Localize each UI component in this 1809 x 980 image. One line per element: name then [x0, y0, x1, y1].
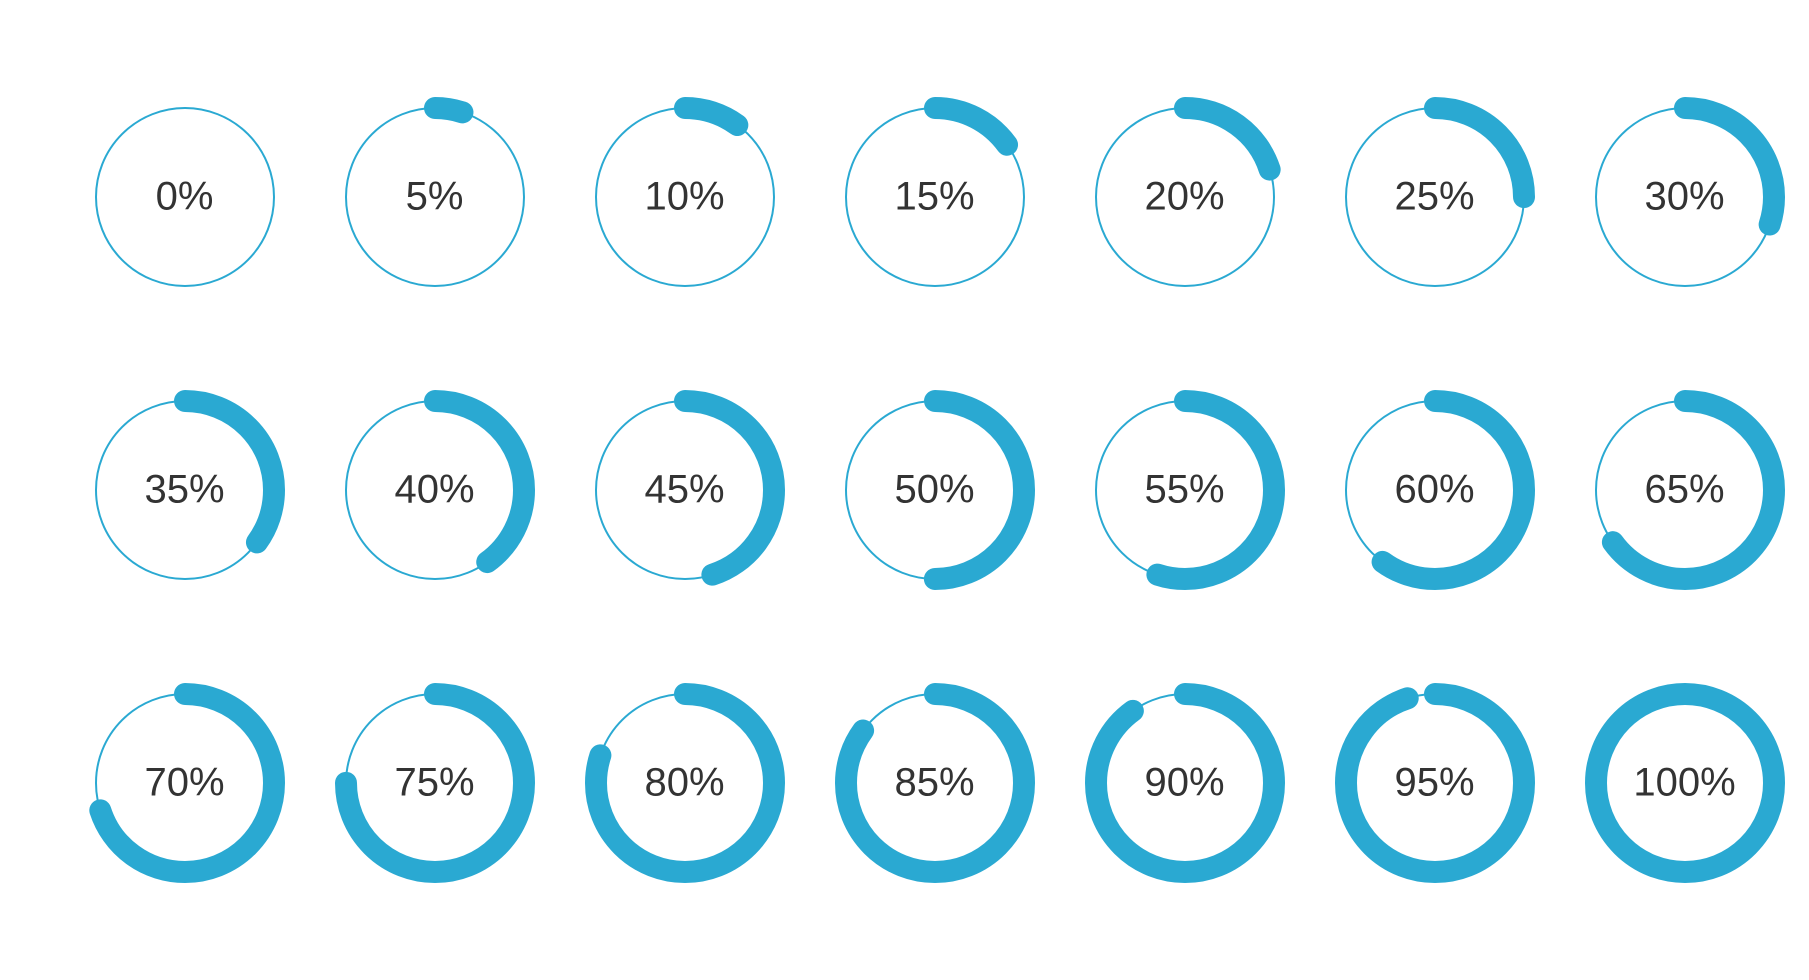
percent-label: 50% — [894, 467, 974, 512]
ring-wrap: 95% — [1335, 683, 1535, 883]
percent-label: 70% — [144, 761, 224, 806]
ring-wrap: 75% — [335, 683, 535, 883]
progress-ring: 70% — [85, 677, 285, 890]
percent-label: 25% — [1394, 174, 1474, 219]
ring-wrap: 35% — [85, 390, 285, 590]
ring-wrap: 100% — [1585, 683, 1785, 883]
percent-label: 100% — [1633, 761, 1735, 806]
percent-label: 95% — [1394, 761, 1474, 806]
percent-label: 30% — [1644, 174, 1724, 219]
progress-ring-grid: 0% 5% 10% 15% 20% 25% 30% 35% 40% 45% 50% 55% 60% 65%… — [55, 50, 1755, 930]
percent-label: 60% — [1394, 467, 1474, 512]
ring-wrap: 0% — [85, 97, 285, 297]
ring-wrap: 90% — [1085, 683, 1285, 883]
ring-wrap: 80% — [585, 683, 785, 883]
percent-label: 75% — [394, 761, 474, 806]
progress-ring: 60% — [1335, 383, 1535, 596]
progress-ring: 45% — [585, 383, 785, 596]
percent-label: 35% — [144, 467, 224, 512]
progress-ring: 25% — [1335, 90, 1535, 303]
ring-wrap: 60% — [1335, 390, 1535, 590]
ring-wrap: 55% — [1085, 390, 1285, 590]
progress-ring: 40% — [335, 383, 535, 596]
progress-ring: 20% — [1085, 90, 1285, 303]
ring-wrap: 30% — [1585, 97, 1785, 297]
ring-wrap: 15% — [835, 97, 1035, 297]
progress-ring: 0% — [85, 90, 285, 303]
ring-wrap: 25% — [1335, 97, 1535, 297]
percent-label: 90% — [1144, 761, 1224, 806]
progress-ring: 50% — [835, 383, 1035, 596]
ring-wrap: 5% — [335, 97, 535, 297]
progress-ring: 5% — [335, 90, 535, 303]
percent-label: 80% — [644, 761, 724, 806]
progress-ring: 10% — [585, 90, 785, 303]
percent-label: 55% — [1144, 467, 1224, 512]
percent-label: 65% — [1644, 467, 1724, 512]
progress-ring: 100% — [1585, 677, 1785, 890]
ring-wrap: 50% — [835, 390, 1035, 590]
percent-label: 45% — [644, 467, 724, 512]
percent-label: 20% — [1144, 174, 1224, 219]
percent-label: 10% — [644, 174, 724, 219]
ring-wrap: 70% — [85, 683, 285, 883]
progress-ring: 75% — [335, 677, 535, 890]
ring-wrap: 65% — [1585, 390, 1785, 590]
ring-wrap: 85% — [835, 683, 1035, 883]
progress-ring: 65% — [1585, 383, 1785, 596]
percent-label: 5% — [406, 174, 464, 219]
progress-ring: 85% — [835, 677, 1035, 890]
percent-label: 0% — [156, 174, 214, 219]
progress-ring: 95% — [1335, 677, 1535, 890]
ring-wrap: 10% — [585, 97, 785, 297]
progress-ring: 90% — [1085, 677, 1285, 890]
progress-ring: 15% — [835, 90, 1035, 303]
percent-label: 40% — [394, 467, 474, 512]
ring-wrap: 20% — [1085, 97, 1285, 297]
ring-wrap: 45% — [585, 390, 785, 590]
progress-ring: 30% — [1585, 90, 1785, 303]
ring-wrap: 40% — [335, 390, 535, 590]
progress-ring: 55% — [1085, 383, 1285, 596]
percent-label: 85% — [894, 761, 974, 806]
progress-ring: 80% — [585, 677, 785, 890]
percent-label: 15% — [894, 174, 974, 219]
progress-ring: 35% — [85, 383, 285, 596]
